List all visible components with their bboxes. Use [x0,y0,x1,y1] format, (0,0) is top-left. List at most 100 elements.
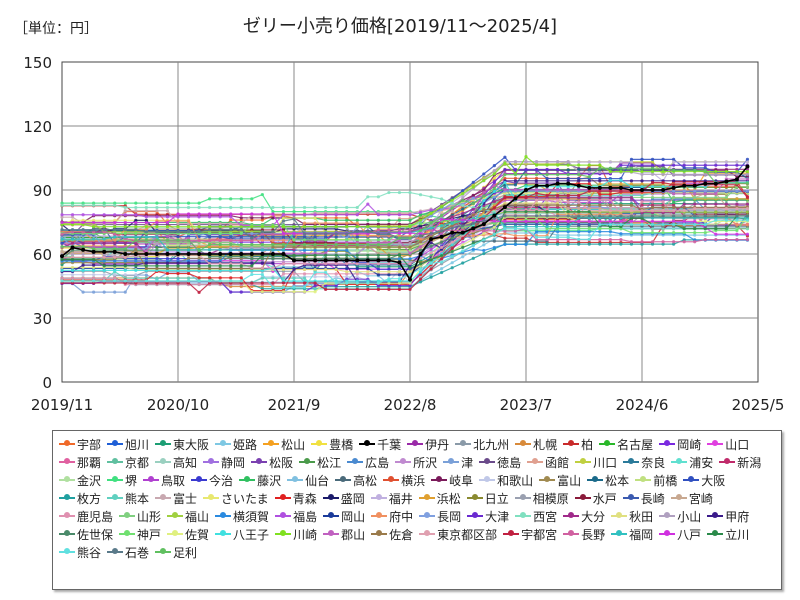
data-point [366,195,370,199]
data-point [60,265,64,270]
data-point [81,203,85,207]
data-point [113,273,117,277]
data-point [693,195,697,200]
data-point [366,202,370,206]
data-point [735,163,739,167]
data-point [534,167,539,172]
data-point [366,218,370,222]
data-point [197,215,201,219]
data-point [302,272,307,276]
data-point [229,197,233,201]
data-point [714,172,718,176]
data-point [577,222,581,227]
data-point [134,231,138,236]
data-point [155,261,159,265]
data-point [587,182,591,186]
data-point [524,231,528,235]
data-point [629,169,634,174]
data-point [102,241,106,245]
data-point [271,276,275,280]
data-point [513,176,518,180]
data-point [239,276,243,280]
data-point [513,183,518,187]
data-point [577,160,581,164]
data-point [334,213,338,217]
data-point [355,270,359,274]
data-point [608,178,612,182]
data-point [598,163,602,167]
data-point [587,233,591,237]
data-point [186,215,191,219]
data-point [629,160,634,164]
data-point [461,192,465,196]
data-point [418,210,423,214]
data-point [271,210,275,214]
data-point [724,195,728,200]
data-point [70,201,75,205]
data-point [102,273,106,277]
data-point [208,205,212,210]
data-point [577,206,581,210]
data-point [92,201,96,205]
data-point [260,290,264,294]
data-point [524,167,528,172]
data-point [324,221,328,225]
data-point [482,248,486,253]
data-point [334,267,338,272]
data-point [366,225,370,229]
data-point [102,201,106,205]
data-point [302,235,307,239]
data-point [534,163,539,167]
data-point [334,275,338,279]
data-point [745,202,750,206]
data-point [650,195,655,200]
data-point [619,196,623,200]
data-point [165,209,170,213]
data-point [397,270,402,274]
data-point [735,167,739,171]
data-point [155,205,159,210]
data-point [92,276,96,280]
data-point [524,185,528,189]
data-point [334,235,338,239]
data-point [450,243,454,247]
data-point [313,290,317,294]
data-point [587,170,591,174]
data-point [545,167,549,172]
data-point [218,235,222,239]
data-point [608,169,612,174]
data-point [229,205,233,210]
data-point [239,225,243,229]
series-line [62,184,748,226]
data-point [492,245,496,250]
data-point [714,160,718,164]
data-point [482,251,486,256]
data-point [186,271,191,276]
data-point [376,195,380,199]
data-point [250,232,254,236]
data-point [650,185,655,189]
data-point [165,234,170,238]
data-point [345,216,349,220]
data-point [703,219,707,224]
data-point [113,259,117,263]
data-point [577,242,581,246]
data-point [123,213,127,217]
data-point [471,193,475,197]
data-point [397,213,402,217]
data-point [471,237,475,241]
data-point [102,213,106,217]
data-point [503,180,507,185]
data-point [418,218,423,222]
x-tick-label: 2021/9 [268,396,321,414]
data-point [239,205,243,210]
data-point [387,273,391,277]
data-point [682,202,686,206]
data-point [313,216,317,220]
data-point [745,160,750,164]
data-point [165,257,170,261]
data-point [693,189,697,193]
data-point [144,261,148,265]
data-point [229,235,233,239]
data-point [81,263,85,267]
